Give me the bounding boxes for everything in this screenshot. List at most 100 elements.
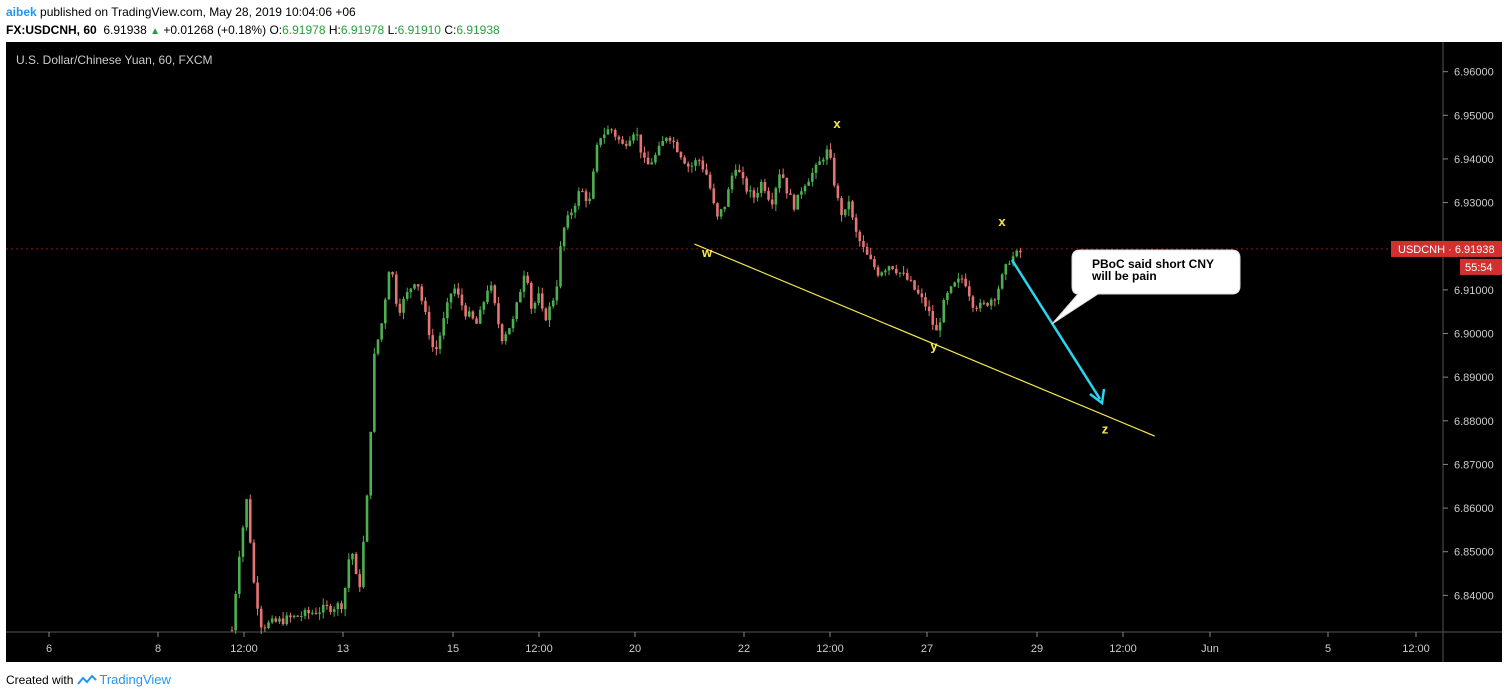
time-axis[interactable]: 6 8 12:00 13 15 12:00 20 22 12:00 27 29 12:00 Jun 5 12… [46,632,1430,655]
candle-body [895,268,898,274]
candle-body [829,149,832,158]
candle-body [865,247,869,255]
candle-body [778,174,781,189]
candle-body [380,323,383,340]
candle-body [701,160,705,170]
candle-body [303,609,307,617]
candle-body [851,201,854,218]
countdown-text: 55:54 [1465,262,1493,274]
candle-body [566,215,570,228]
candle-body [230,630,234,632]
wave-label: x [998,214,1006,229]
y-tick-label: 6.88000 [1454,416,1494,428]
candle-body [289,615,292,618]
candle-body [847,201,851,210]
candle-body [394,274,398,304]
candle-body [515,302,518,319]
x-tick-label: 5 [1325,643,1331,655]
candle-body [300,616,303,618]
candle-body [927,306,931,312]
candle-body [427,311,431,336]
y-tick-label: 6.91000 [1454,285,1494,297]
candle-body [843,209,847,216]
candle-body [486,290,489,303]
candle-body [398,303,402,313]
candle-body [438,335,442,350]
candle-body [577,191,581,206]
candle-body [526,275,529,283]
x-tick-label: 12:00 [1402,643,1430,655]
candle-body [497,303,500,325]
candle-body [705,169,708,175]
candle-body [862,241,865,248]
candle-body [234,593,237,631]
open-value: 6.91978 [282,23,326,37]
candle-body [708,174,712,189]
candle-body [668,137,672,141]
candle-body [588,198,591,202]
candle-body [949,286,953,293]
candle-body [599,138,602,145]
candle-body [723,206,727,210]
candle-body [679,152,683,158]
candle-body [402,298,405,313]
candle-body [938,322,942,331]
high-value: 6.91978 [340,23,385,37]
candle-body [803,185,807,192]
candle-body [548,306,551,321]
candle-body [285,615,289,625]
candles-layer [230,125,1022,635]
candle-body [727,189,730,207]
candle-body [573,205,577,213]
candle-body [734,169,737,176]
candle-body [471,311,475,319]
author-link[interactable]: aibek [6,5,37,19]
callout-shape [1051,249,1241,325]
candle-body [489,285,493,291]
plot-area[interactable] [6,42,1443,632]
candle-body [628,140,632,146]
candle-body [650,162,654,165]
y-tick-label: 6.90000 [1454,329,1494,341]
candle-body [621,139,624,144]
candle-body [475,318,478,324]
candle-body [730,175,734,190]
candle-body [759,181,763,193]
candle-body [749,190,752,192]
candle-body [373,353,376,432]
candle-body [238,556,241,594]
candle-body [1000,274,1004,289]
candle-body [318,612,321,614]
candle-body [617,136,621,140]
tradingview-logo[interactable]: TradingView [77,672,171,687]
candle-body [811,172,814,182]
x-tick-label: 12:00 [1109,643,1137,655]
candle-body [519,291,522,303]
candle-body [745,178,748,192]
y-tick-label: 6.95000 [1454,110,1494,122]
candle-body [522,275,526,292]
candle-body [643,152,646,158]
y-tick-label: 6.86000 [1454,503,1494,515]
candle-body [508,328,511,335]
candle-body [581,191,584,193]
tradingview-icon [77,674,98,685]
candle-body [639,134,643,153]
candle-body [971,296,975,308]
x-tick-label: 20 [629,643,641,655]
candle-body [281,618,285,625]
publish-info: aibek published on TradingView.com, May … [6,5,356,19]
candle-body [248,499,252,543]
candle-body [442,318,445,336]
candle-body [369,431,372,496]
candle-body [1004,264,1008,275]
price-chart[interactable]: U.S. Dollar/Chinese Yuan, 60, FXCM 6.960… [6,42,1502,662]
candle-body [457,288,460,295]
candle-body [891,266,894,269]
candle-body [387,272,391,300]
candle-body [296,615,299,617]
candle-body [354,553,358,575]
candle-body [646,157,650,165]
callout-line-2: will be pain [1091,269,1157,283]
candle-body [898,272,902,274]
